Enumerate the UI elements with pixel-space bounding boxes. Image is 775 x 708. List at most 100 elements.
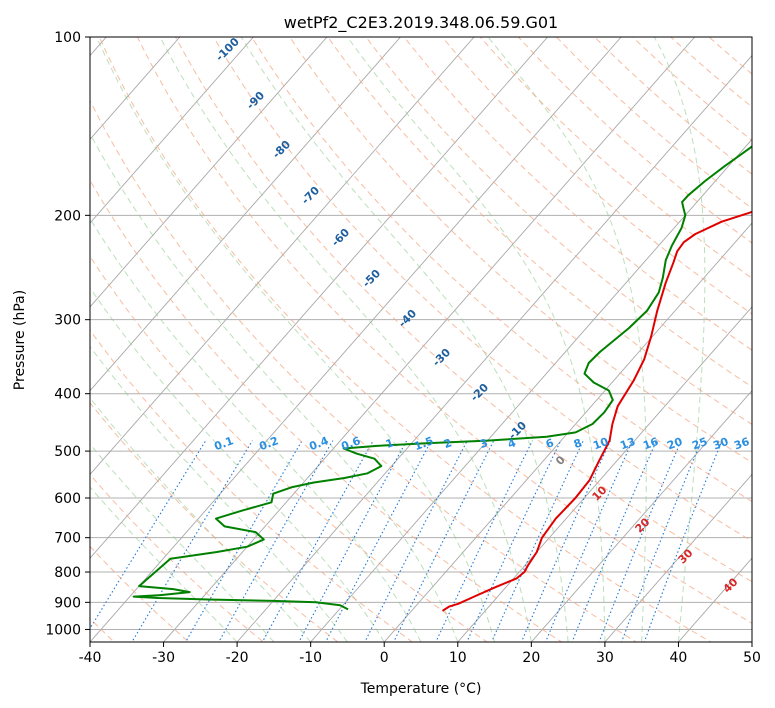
dry-adiabat (174, 37, 752, 583)
dry-adiabat (289, 37, 752, 464)
x-tick-label: 30 (596, 650, 614, 666)
isotherm-line (163, 37, 696, 642)
dry-adiabat (90, 473, 265, 642)
dry-adiabat (90, 329, 414, 642)
x-tick-label: 50 (743, 650, 761, 666)
mixing-ratio-label: 2 (442, 436, 454, 451)
mixing-ratio-label: 4 (506, 436, 518, 451)
mixing-ratio-line (544, 440, 634, 642)
dry-adiabat (327, 37, 752, 425)
dry-adiabat (555, 37, 752, 209)
dry-adiabat (90, 255, 488, 642)
mixing-ratio-line (571, 440, 658, 642)
y-tick-label: 400 (54, 387, 81, 403)
mixing-ratio-label: 8 (572, 436, 584, 451)
dry-adiabat (213, 37, 752, 542)
plot-frame (89, 36, 753, 643)
chart-title: wetPf2_C2E3.2019.348.06.59.G01 (284, 13, 558, 33)
x-tick-label: 0 (380, 650, 389, 666)
x-tick-label: 20 (522, 650, 540, 666)
dry-adiabat (98, 37, 712, 642)
y-tick-label: 1000 (45, 622, 81, 638)
mixing-ratio-line (466, 440, 562, 642)
dewpoint-profile (132, 145, 752, 611)
mixing-ratio-label: 0.2 (257, 434, 280, 453)
mixing-ratio-label: 30 (711, 435, 730, 453)
x-axis-label: Temperature (°C) (360, 681, 482, 697)
moist-adiabat (96, 37, 496, 642)
mixing-ratio-label: 3 (478, 436, 490, 451)
x-tick-label: -10 (299, 650, 322, 666)
isotherm-line (530, 389, 752, 642)
mixing-ratio-line (261, 440, 374, 642)
x-tick-label: -30 (152, 650, 175, 666)
isotherm-line (90, 37, 401, 392)
mixing-ratio-label: 13 (618, 435, 637, 452)
mixing-ratio-line (325, 440, 432, 642)
moist-adiabat (346, 37, 606, 642)
x-tick-label: 40 (670, 650, 688, 666)
mixing-ratio-label: 6 (544, 436, 556, 451)
dry-adiabat (517, 37, 752, 244)
y-axis-label: Pressure (hPa) (12, 290, 28, 390)
dry-adiabat (251, 37, 752, 503)
mixing-ratio-label: 10 (591, 435, 610, 453)
y-tick-label: 600 (54, 491, 81, 507)
mixing-ratio-label: 25 (690, 435, 709, 452)
dry-adiabat (593, 37, 752, 175)
mixing-ratio-line (298, 440, 408, 642)
dry-adiabat (365, 37, 752, 388)
mixing-ratio-label: 0.4 (307, 434, 330, 453)
moist-adiabat (653, 37, 706, 642)
dry-adiabat (479, 37, 752, 279)
mixing-ratio-line (218, 440, 334, 642)
x-axis: -40 -30 -20 -10 0 10 20 30 40 50 (79, 642, 761, 666)
y-axis: 100 200 300 400 500 600 700 800 900 1000 (45, 30, 90, 638)
y-tick-label: 500 (54, 444, 81, 460)
moist-adiabat (90, 217, 422, 642)
isotherm-line (90, 37, 328, 308)
temperature-profile (441, 210, 752, 612)
mixing-ratio-lines (90, 440, 723, 642)
x-tick-label: -40 (79, 650, 102, 666)
mixing-ratio-line (435, 440, 533, 642)
isotherm-line (90, 37, 181, 141)
moist-adiabat (90, 132, 459, 642)
y-tick-label: 300 (54, 313, 81, 329)
y-tick-label: 800 (54, 565, 81, 581)
dry-adiabat (136, 37, 752, 624)
dry-adiabats (90, 37, 752, 642)
dry-adiabat (403, 37, 752, 351)
isotherm-line (90, 37, 254, 224)
mixing-ratio-line (184, 440, 303, 642)
mixing-ratio-label: 16 (641, 435, 660, 453)
y-tick-label: 900 (54, 595, 81, 611)
isotherm-line (90, 37, 622, 642)
y-tick-label: 100 (54, 30, 81, 46)
profile-lines (132, 145, 752, 612)
mixing-ratio-label: 20 (665, 435, 684, 453)
dry-adiabat (441, 37, 752, 315)
mixing-ratio-line (520, 440, 611, 642)
dry-adiabat (90, 99, 638, 642)
x-tick-label: 10 (449, 650, 467, 666)
isotherm-line (90, 37, 548, 559)
mixing-ratio-label: 1 (384, 436, 396, 451)
mixing-ratio-line (90, 440, 207, 630)
isotherm-line (604, 473, 752, 642)
mixing-ratio-line (491, 440, 584, 642)
x-tick-label: -20 (226, 650, 249, 666)
mixing-ratio-label: 0.1 (212, 434, 235, 453)
mixing-ratio-label: 36 (732, 435, 751, 453)
y-tick-label: 200 (54, 208, 81, 224)
moist-adiabat (487, 37, 647, 642)
isotherm-line (90, 37, 475, 476)
isotherm-line (236, 54, 752, 642)
moist-adiabat (159, 37, 532, 642)
mixing-ratio-label: 1.5 (412, 434, 435, 453)
moist-adiabat (240, 37, 569, 642)
dry-adiabat (631, 37, 752, 142)
dry-adiabat (90, 179, 563, 642)
mixing-ratio-label: 0.6 (339, 434, 362, 453)
